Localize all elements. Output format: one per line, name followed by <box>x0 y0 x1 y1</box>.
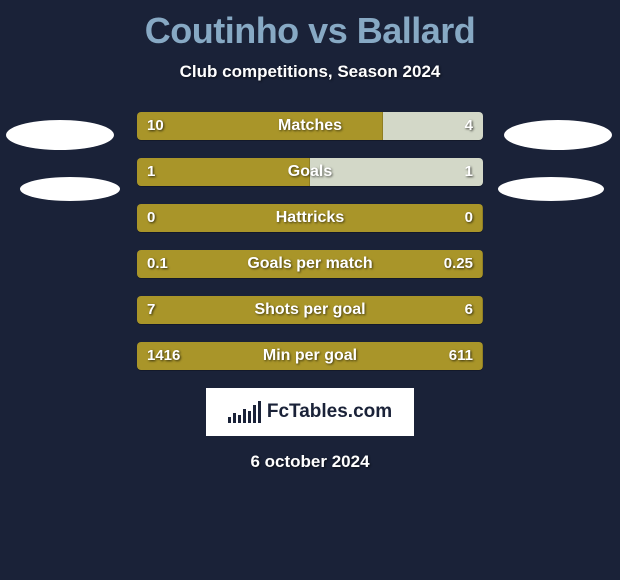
comparison-chart: Matches104 Goals11 Hattricks00 Goals per ma… <box>0 112 620 370</box>
stat-row: Goals11 <box>137 158 483 186</box>
logo-text: FcTables.com <box>267 401 392 423</box>
bar-left <box>137 342 483 370</box>
team-marker <box>20 177 120 201</box>
logo-bar <box>253 405 256 423</box>
stat-row: Min per goal1416611 <box>137 342 483 370</box>
logo-bars-icon <box>228 401 261 423</box>
logo-bar <box>228 417 231 423</box>
bar-right <box>310 158 483 186</box>
stat-row: Goals per match0.10.25 <box>137 250 483 278</box>
logo-bar <box>248 411 251 423</box>
fctables-logo: FcTables.com <box>206 388 414 436</box>
team-marker <box>498 177 604 201</box>
logo-bar <box>258 401 261 423</box>
bar-left <box>137 296 483 324</box>
bar-right <box>383 112 483 140</box>
bar-left <box>137 250 483 278</box>
team-marker <box>504 120 612 150</box>
stat-row: Hattricks00 <box>137 204 483 232</box>
stat-row: Shots per goal76 <box>137 296 483 324</box>
page-title: Coutinho vs Ballard <box>0 0 620 52</box>
bar-left <box>137 158 310 186</box>
bar-left <box>137 204 483 232</box>
stat-row: Matches104 <box>137 112 483 140</box>
date-text: 6 october 2024 <box>0 452 620 472</box>
logo-bar <box>233 413 236 423</box>
bar-left <box>137 112 383 140</box>
logo-bar <box>243 409 246 423</box>
subtitle: Club competitions, Season 2024 <box>0 62 620 82</box>
team-marker <box>6 120 114 150</box>
logo-bar <box>238 415 241 423</box>
